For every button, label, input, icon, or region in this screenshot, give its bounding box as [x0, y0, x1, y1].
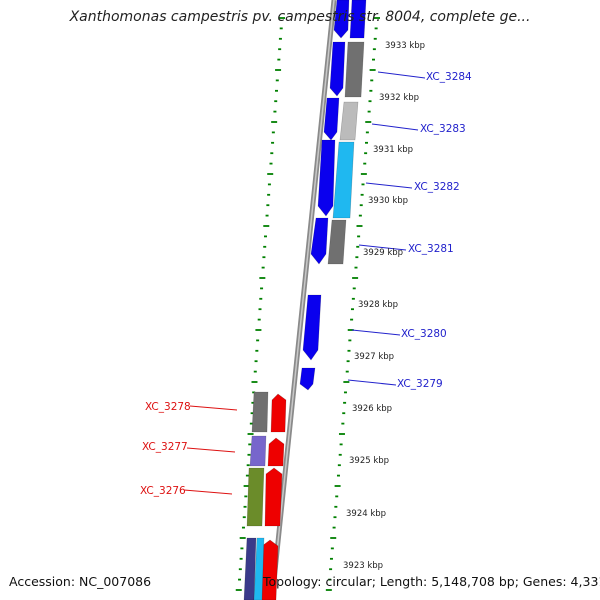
gene-label-XC_3281: XC_3281 [408, 243, 454, 255]
gene-label-XC_3278: XC_3278 [145, 401, 191, 413]
scale-label: 3930 kbp [368, 196, 408, 206]
scale-label: 3925 kbp [349, 456, 389, 466]
callout-line [183, 489, 233, 495]
callout-line [347, 379, 397, 386]
topology-summary: Topology: circular; Length: 5,148,708 bp… [263, 574, 600, 589]
scale-label: 3933 kbp [385, 41, 425, 51]
scale-label: 3928 kbp [358, 300, 398, 310]
feature-track [243, 0, 367, 600]
minus-gene-block [267, 437, 285, 467]
scale-label: 3929 kbp [363, 248, 403, 258]
callout-line [351, 329, 401, 336]
scale-label: 3931 kbp [373, 145, 413, 155]
gene-block-navy [243, 537, 257, 600]
genome-backbone [269, 0, 337, 600]
scale-label: 3927 kbp [354, 352, 394, 362]
accession-label: Accession: NC_007086 [9, 574, 152, 589]
scale-label: 3924 kbp [346, 509, 386, 519]
outer-tick-guide [325, 17, 380, 591]
scale-labels: 3933 kbp 3932 kbp 3931 kbp 3930 kbp 3929 kbp… [343, 41, 425, 571]
plus-gene-block [317, 139, 336, 217]
gene-label-XC_3276: XC_3276 [140, 485, 186, 497]
minus-gene-block [270, 393, 287, 433]
plus-gene-block [310, 217, 329, 265]
gene-label-XC_3277: XC_3277 [142, 441, 188, 453]
gene-block-gray [251, 391, 269, 433]
gene-block-light-gray [339, 101, 359, 141]
plus-gene-block [349, 0, 367, 39]
callout-line [186, 447, 236, 453]
scale-label: 3926 kbp [352, 404, 392, 414]
gene-block-gray [344, 41, 365, 98]
plus-gene-block [299, 367, 316, 391]
scale-label: 3923 kbp [343, 561, 383, 571]
callout-line [189, 405, 238, 411]
gene-label-XC_3282: XC_3282 [414, 181, 460, 193]
callout-line [365, 182, 413, 189]
plus-gene-block [333, 0, 350, 39]
gene-label-XC_3279: XC_3279 [397, 378, 443, 390]
callout-line [358, 244, 407, 251]
plus-gene-block [329, 41, 346, 97]
gene-block-gray [327, 219, 347, 265]
gene-block-purple [249, 435, 267, 467]
gene-label-XC_3283: XC_3283 [420, 123, 466, 135]
plus-gene-block [302, 294, 322, 361]
gene-callouts: XC_3284 XC_3283 XC_3282 XC_3281 XC_3280 XC_32… [140, 71, 472, 497]
gene-label-XC_3280: XC_3280 [401, 328, 447, 340]
genome-title: Xanthomonas campestris pv. campestris st… [69, 9, 531, 25]
gene-block-olive [246, 467, 265, 527]
gene-block-cyan [253, 537, 265, 600]
callout-line [377, 71, 426, 79]
plus-gene-block [323, 97, 340, 141]
gene-block-cyan [332, 141, 355, 219]
minus-gene-block [264, 467, 283, 527]
scale-label: 3932 kbp [379, 93, 419, 103]
callout-line [371, 123, 419, 131]
gene-label-XC_3284: XC_3284 [426, 71, 472, 83]
